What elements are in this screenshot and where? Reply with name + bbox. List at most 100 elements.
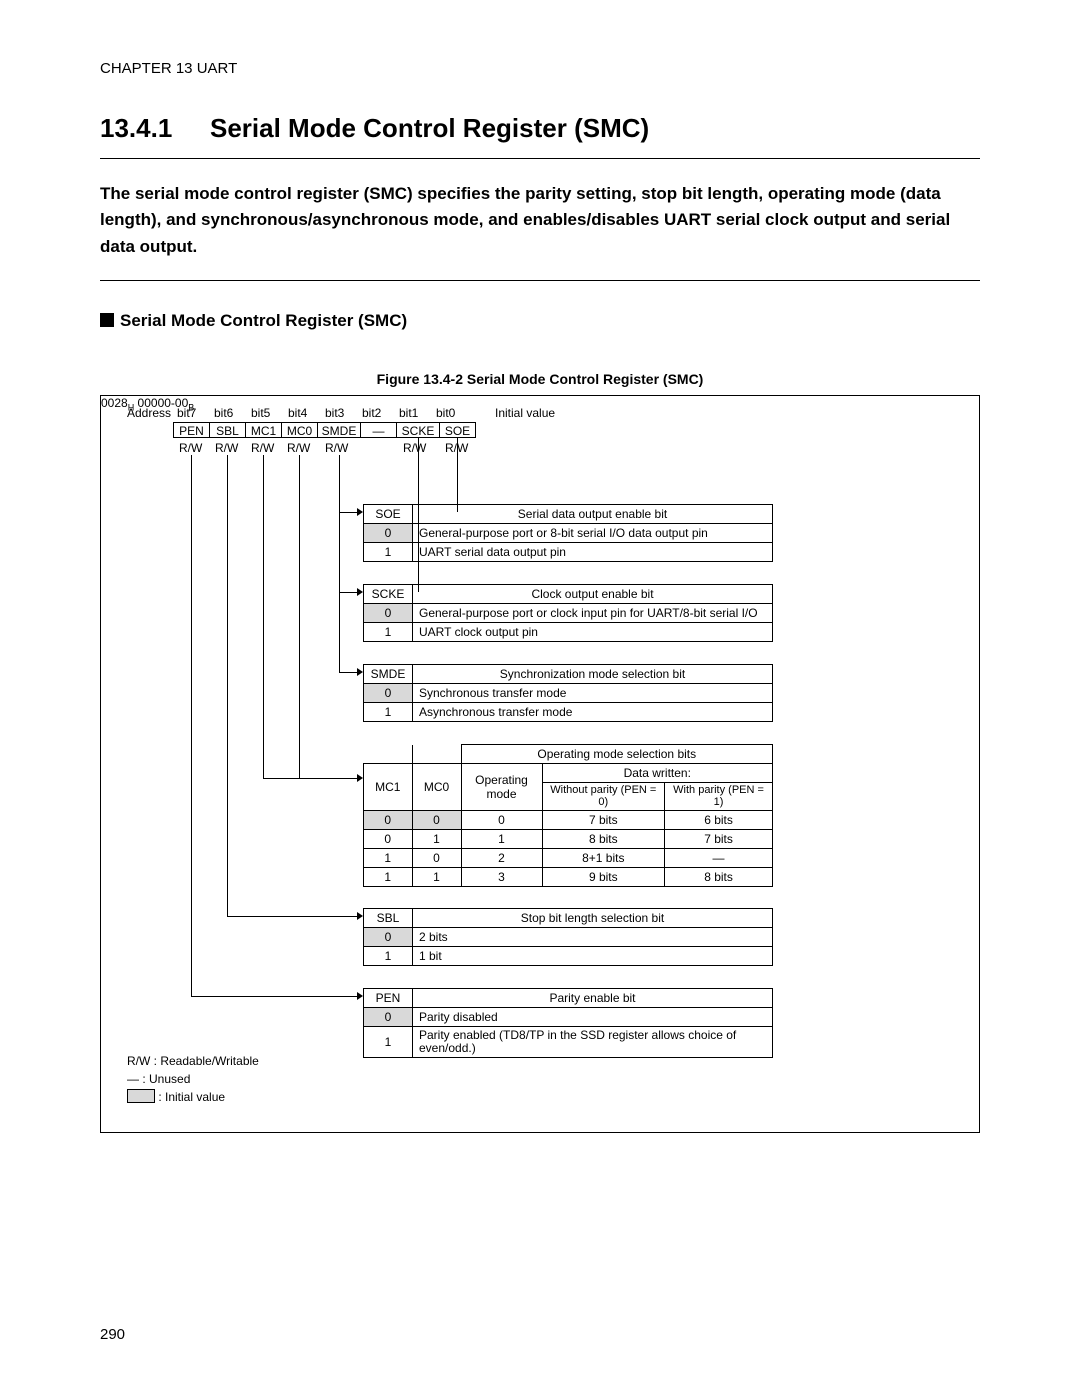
table-name: SMDE	[364, 665, 413, 684]
table-cell: 7 bits	[542, 811, 665, 830]
table-cell: 2	[461, 849, 542, 868]
table-name: PEN	[364, 989, 413, 1008]
table-cell: 8 bits	[542, 830, 665, 849]
table-cell: 0	[364, 604, 413, 623]
bit-name: SMDE	[317, 422, 361, 438]
table-cell: 1	[364, 543, 413, 562]
table-col-header: Operating mode	[461, 764, 542, 811]
table-cell: 0	[364, 524, 413, 543]
table-cell: 1	[412, 830, 461, 849]
table-cell: 6 bits	[665, 811, 773, 830]
bit-name: SBL	[209, 422, 246, 438]
table-cell: 9 bits	[542, 868, 665, 887]
subsection-heading-text: Serial Mode Control Register (SMC)	[120, 311, 407, 330]
table-section-title: Operating mode selection bits	[461, 745, 773, 764]
table-name: MC1	[364, 764, 413, 811]
chapter-header: CHAPTER 13 UART	[100, 60, 980, 77]
bit-label: bit1	[399, 406, 418, 420]
table-cell: 0	[461, 811, 542, 830]
table-cell: 3	[461, 868, 542, 887]
table-cell: UART serial data output pin	[413, 543, 773, 562]
table-smde: SMDE Synchronization mode selection bit …	[363, 664, 773, 722]
table-cell: 0	[364, 811, 413, 830]
table-name: MC0	[412, 764, 461, 811]
table-name: SOE	[364, 505, 413, 524]
table-soe: SOE Serial data output enable bit 0 Gene…	[363, 504, 773, 562]
legend: R/W : Readable/Writable — : Unused : Ini…	[127, 1052, 259, 1106]
rule-mid	[100, 280, 980, 281]
bit-name: MC1	[245, 422, 282, 438]
table-cell: 1	[364, 1027, 413, 1058]
bit-name: MC0	[281, 422, 318, 438]
table-cell: 8+1 bits	[542, 849, 665, 868]
table-cell: 1	[412, 868, 461, 887]
table-cell: 1	[364, 947, 413, 966]
legend-initial: : Initial value	[127, 1088, 259, 1106]
table-title: Parity enable bit	[413, 989, 773, 1008]
figure-caption: Figure 13.4-2 Serial Mode Control Regist…	[100, 371, 980, 387]
table-cell: General-purpose port or clock input pin …	[413, 604, 773, 623]
table-name: SCKE	[364, 585, 413, 604]
address-label: Address	[127, 406, 171, 420]
table-sbl: SBL Stop bit length selection bit 0 2 bi…	[363, 908, 773, 966]
table-cell: 0	[364, 684, 413, 703]
rule-top	[100, 158, 980, 159]
abstract: The serial mode control register (SMC) s…	[100, 181, 980, 260]
legend-swatch-icon	[127, 1089, 155, 1103]
table-cell: General-purpose port or 8-bit serial I/O…	[413, 524, 773, 543]
table-cell: 8 bits	[665, 868, 773, 887]
table-cell: Asynchronous transfer mode	[413, 703, 773, 722]
table-title: Synchronization mode selection bit	[413, 665, 773, 684]
rw-label: R/W	[251, 441, 274, 455]
bit-label: bit2	[362, 406, 381, 420]
bit-name: PEN	[173, 422, 210, 438]
bit-label: bit7	[177, 406, 196, 420]
table-cell: —	[665, 849, 773, 868]
bit-label: bit0	[436, 406, 455, 420]
table-cell: UART clock output pin	[413, 623, 773, 642]
table-mc: Operating mode selection bits MC1 MC0 Op…	[363, 744, 773, 887]
initial-value-label: Initial value	[495, 406, 555, 420]
table-cell: 1	[364, 849, 413, 868]
bit-name: SOE	[439, 422, 476, 438]
table-title: Serial data output enable bit	[413, 505, 773, 524]
square-bullet-icon	[100, 313, 114, 327]
rw-label: R/W	[179, 441, 202, 455]
section-title-text: Serial Mode Control Register (SMC)	[210, 113, 649, 143]
legend-unused: — : Unused	[127, 1070, 259, 1088]
table-cell: 1 bit	[413, 947, 773, 966]
bit-name: —	[360, 422, 397, 438]
table-cell: 0	[364, 928, 413, 947]
page-number: 290	[100, 1326, 125, 1343]
table-pen: PEN Parity enable bit 0 Parity disabled …	[363, 988, 773, 1058]
section-number: 13.4.1	[100, 113, 210, 144]
table-cell: 0	[364, 1008, 413, 1027]
table-col-header: Data written:	[542, 764, 773, 783]
bit-name: SCKE	[396, 422, 440, 438]
rw-label: R/W	[215, 441, 238, 455]
section-title: 13.4.1Serial Mode Control Register (SMC)	[100, 113, 980, 144]
bit-label: bit3	[325, 406, 344, 420]
bit-label: bit4	[288, 406, 307, 420]
bit-label: bit5	[251, 406, 270, 420]
table-cell: 7 bits	[665, 830, 773, 849]
table-cell: 1	[364, 623, 413, 642]
table-cell: Parity disabled	[413, 1008, 773, 1027]
subsection-heading: Serial Mode Control Register (SMC)	[100, 311, 980, 331]
table-cell: 0	[412, 811, 461, 830]
table-scke: SCKE Clock output enable bit 0 General-p…	[363, 584, 773, 642]
table-cell: 1	[364, 868, 413, 887]
figure-register-diagram: Address bit7 bit6 bit5 bit4 bit3 bit2 bi…	[100, 395, 980, 1133]
table-cell: 0	[364, 830, 413, 849]
bit-label: bit6	[214, 406, 233, 420]
table-cell: 1	[461, 830, 542, 849]
rw-label: R/W	[325, 441, 348, 455]
table-title: Stop bit length selection bit	[413, 909, 773, 928]
table-cell: Synchronous transfer mode	[413, 684, 773, 703]
legend-rw: R/W : Readable/Writable	[127, 1052, 259, 1070]
table-cell: 1	[364, 703, 413, 722]
table-col-subheader: Without parity (PEN = 0)	[542, 783, 665, 811]
table-cell: Parity enabled (TD8/TP in the SSD regist…	[413, 1027, 773, 1058]
table-cell: 2 bits	[413, 928, 773, 947]
table-title: Clock output enable bit	[413, 585, 773, 604]
